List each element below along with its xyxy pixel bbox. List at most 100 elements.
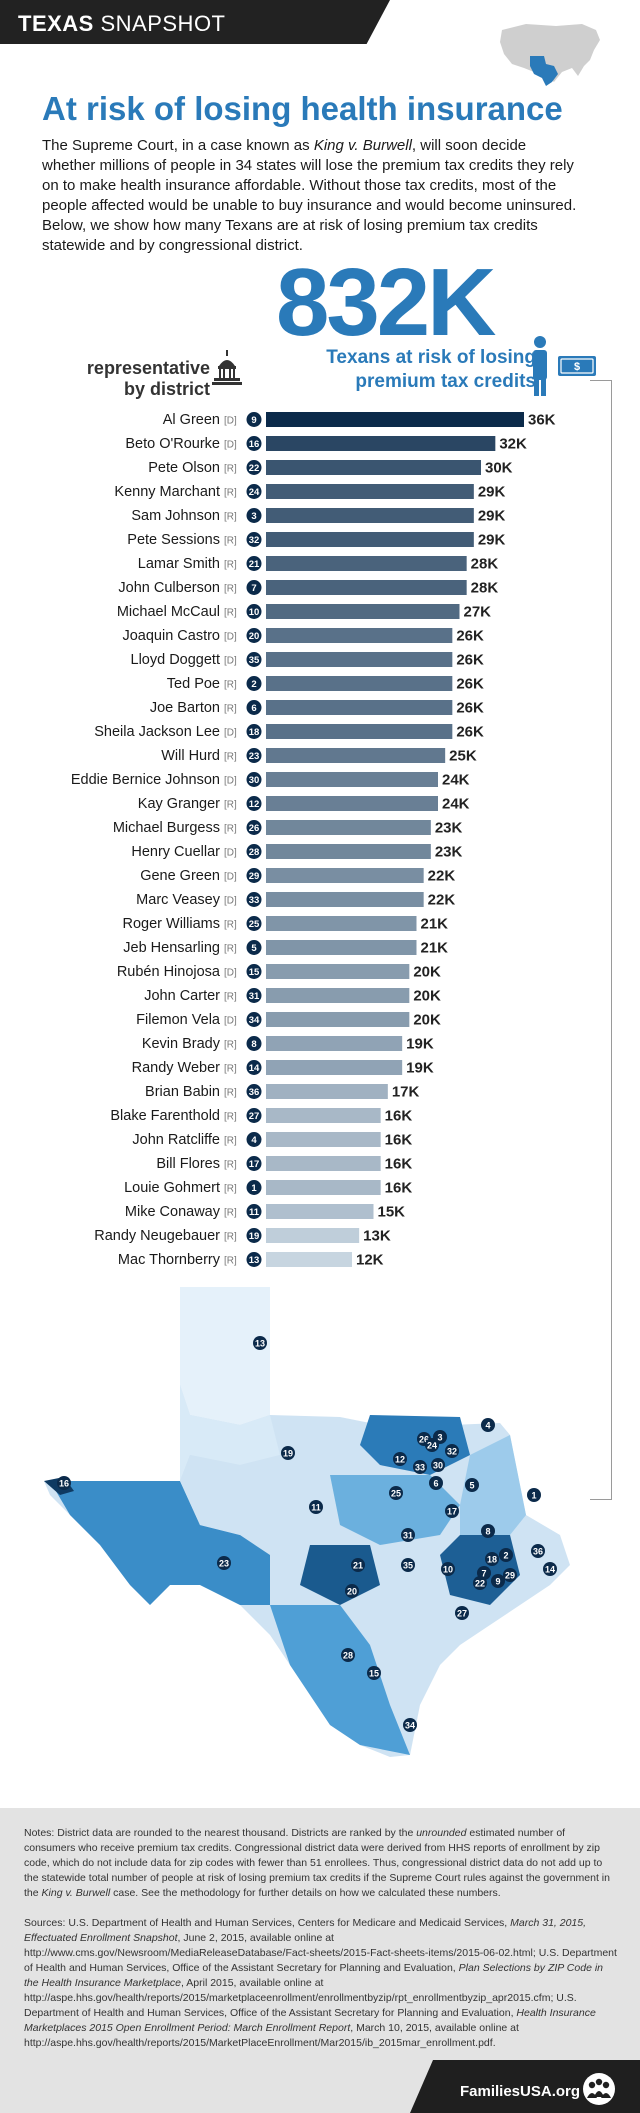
party-label: [D] (224, 656, 237, 667)
map-district-number: 7 (481, 1569, 486, 1579)
value-label: 19K (406, 1036, 434, 1053)
map-district-badge (401, 1528, 415, 1542)
district-number: 4 (251, 1135, 257, 1146)
map-district-number: 30 (433, 1461, 443, 1471)
bar-row: Bill Flores [R] 17 16K (156, 1156, 412, 1173)
bar (266, 892, 424, 907)
district-badge (246, 1084, 262, 1099)
bar-row: Kenny Marchant [R] 24 29K (114, 484, 505, 501)
party-label: [R] (224, 944, 237, 955)
value-label: 23K (435, 844, 463, 861)
rep-name: Louie Gohmert (124, 1180, 220, 1196)
rep-name: Jeb Hensarling (123, 940, 220, 956)
bar (266, 724, 453, 739)
map-district-badge (485, 1552, 499, 1566)
map-district-number: 16 (59, 1479, 69, 1489)
map-district-badge (403, 1718, 417, 1732)
party-label: [R] (224, 1112, 237, 1123)
map-district-number: 20 (347, 1587, 357, 1597)
bar (266, 700, 453, 715)
map-district-badge (281, 1446, 295, 1460)
bar (266, 508, 474, 523)
district-number: 28 (249, 847, 260, 858)
rep-name: John Ratcliffe (132, 1132, 220, 1148)
district-number: 30 (249, 775, 260, 786)
bar (266, 1132, 381, 1147)
value-label: 20K (413, 988, 441, 1005)
map-district-number: 12 (395, 1455, 405, 1465)
value-label: 25K (449, 748, 477, 765)
party-label: [R] (224, 464, 237, 475)
rep-name: Mac Thornberry (118, 1252, 221, 1268)
bar-row: Pete Sessions [R] 32 29K (127, 532, 505, 549)
rep-name: Marc Veasey (136, 892, 221, 908)
map-district-badge (473, 1576, 487, 1590)
map-district-number: 5 (469, 1481, 474, 1491)
district-number: 2 (251, 679, 256, 690)
brand-link[interactable]: FamiliesUSA.org (460, 2083, 581, 2100)
rep-name: Lloyd Doggett (131, 652, 220, 668)
map-district-badge (393, 1452, 407, 1466)
headline-caption: Texans at risk of losing premium tax cred… (326, 347, 536, 392)
value-label: 29K (478, 532, 506, 549)
sources-text: Sources: U.S. Department of Health and H… (24, 1917, 617, 2049)
district-number: 15 (249, 967, 260, 978)
district-badge (246, 676, 262, 691)
svg-text:$: $ (574, 361, 580, 373)
district-number: 36 (249, 1087, 260, 1098)
map-district-badge (413, 1460, 427, 1474)
rep-name: Sheila Jackson Lee (94, 724, 220, 740)
value-label: 15K (378, 1204, 406, 1221)
bar (266, 1060, 403, 1075)
map-district-number: 31 (403, 1531, 413, 1541)
party-label: [R] (224, 1160, 237, 1171)
map-district-badge (253, 1336, 267, 1350)
value-label: 29K (478, 484, 506, 501)
district-badge (246, 964, 262, 979)
rep-name: Filemon Vela (136, 1012, 221, 1028)
bar-row: Henry Cuellar [D] 28 23K (131, 844, 462, 861)
party-label: [D] (224, 872, 237, 883)
district-badge (246, 1204, 262, 1219)
map-district-badge (491, 1574, 505, 1588)
value-label: 20K (413, 1012, 441, 1029)
value-label: 21K (421, 940, 449, 957)
district-number: 18 (249, 727, 260, 738)
district-badge (246, 484, 262, 499)
bar-row: Marc Veasey [D] 33 22K (136, 892, 455, 909)
district-badge (246, 580, 262, 595)
party-label: [R] (224, 992, 237, 1003)
district-number: 19 (249, 1231, 260, 1242)
rep-name: Bill Flores (156, 1156, 220, 1172)
district-number: 3 (251, 511, 256, 522)
district-badge (246, 508, 262, 523)
bar-row: Randy Weber [R] 14 19K (132, 1060, 434, 1077)
map-district-number: 22 (475, 1579, 485, 1589)
bar-row: Jeb Hensarling [R] 5 21K (123, 940, 448, 957)
value-label: 16K (385, 1156, 413, 1173)
person-icon: $ (533, 336, 596, 396)
map-district-number: 34 (405, 1721, 415, 1731)
map-district-badge (351, 1558, 365, 1572)
rep-name: Lamar Smith (138, 556, 220, 572)
party-label: [R] (224, 920, 237, 931)
value-label: 29K (478, 508, 506, 525)
district-badge (246, 1108, 262, 1123)
district-number: 32 (249, 535, 260, 546)
rep-name: Beto O'Rourke (125, 436, 220, 452)
district-badge (246, 628, 262, 643)
map-district-number: 32 (447, 1447, 457, 1457)
district-badge (246, 748, 262, 763)
party-label: [D] (224, 416, 237, 427)
value-label: 28K (471, 556, 499, 573)
bar-row: Beto O'Rourke [D] 16 32K (125, 436, 527, 453)
map-district-number: 14 (545, 1565, 555, 1575)
rep-name: Kenny Marchant (114, 484, 220, 500)
bar-row: Michael McCaul [R] 10 27K (117, 604, 491, 621)
district-number: 11 (249, 1207, 260, 1218)
map-district-number: 24 (427, 1441, 437, 1451)
party-label: [R] (224, 1256, 237, 1267)
rep-name: Henry Cuellar (131, 844, 220, 860)
bar-row: Lamar Smith [R] 21 28K (138, 556, 499, 573)
district-number: 34 (249, 1015, 260, 1026)
